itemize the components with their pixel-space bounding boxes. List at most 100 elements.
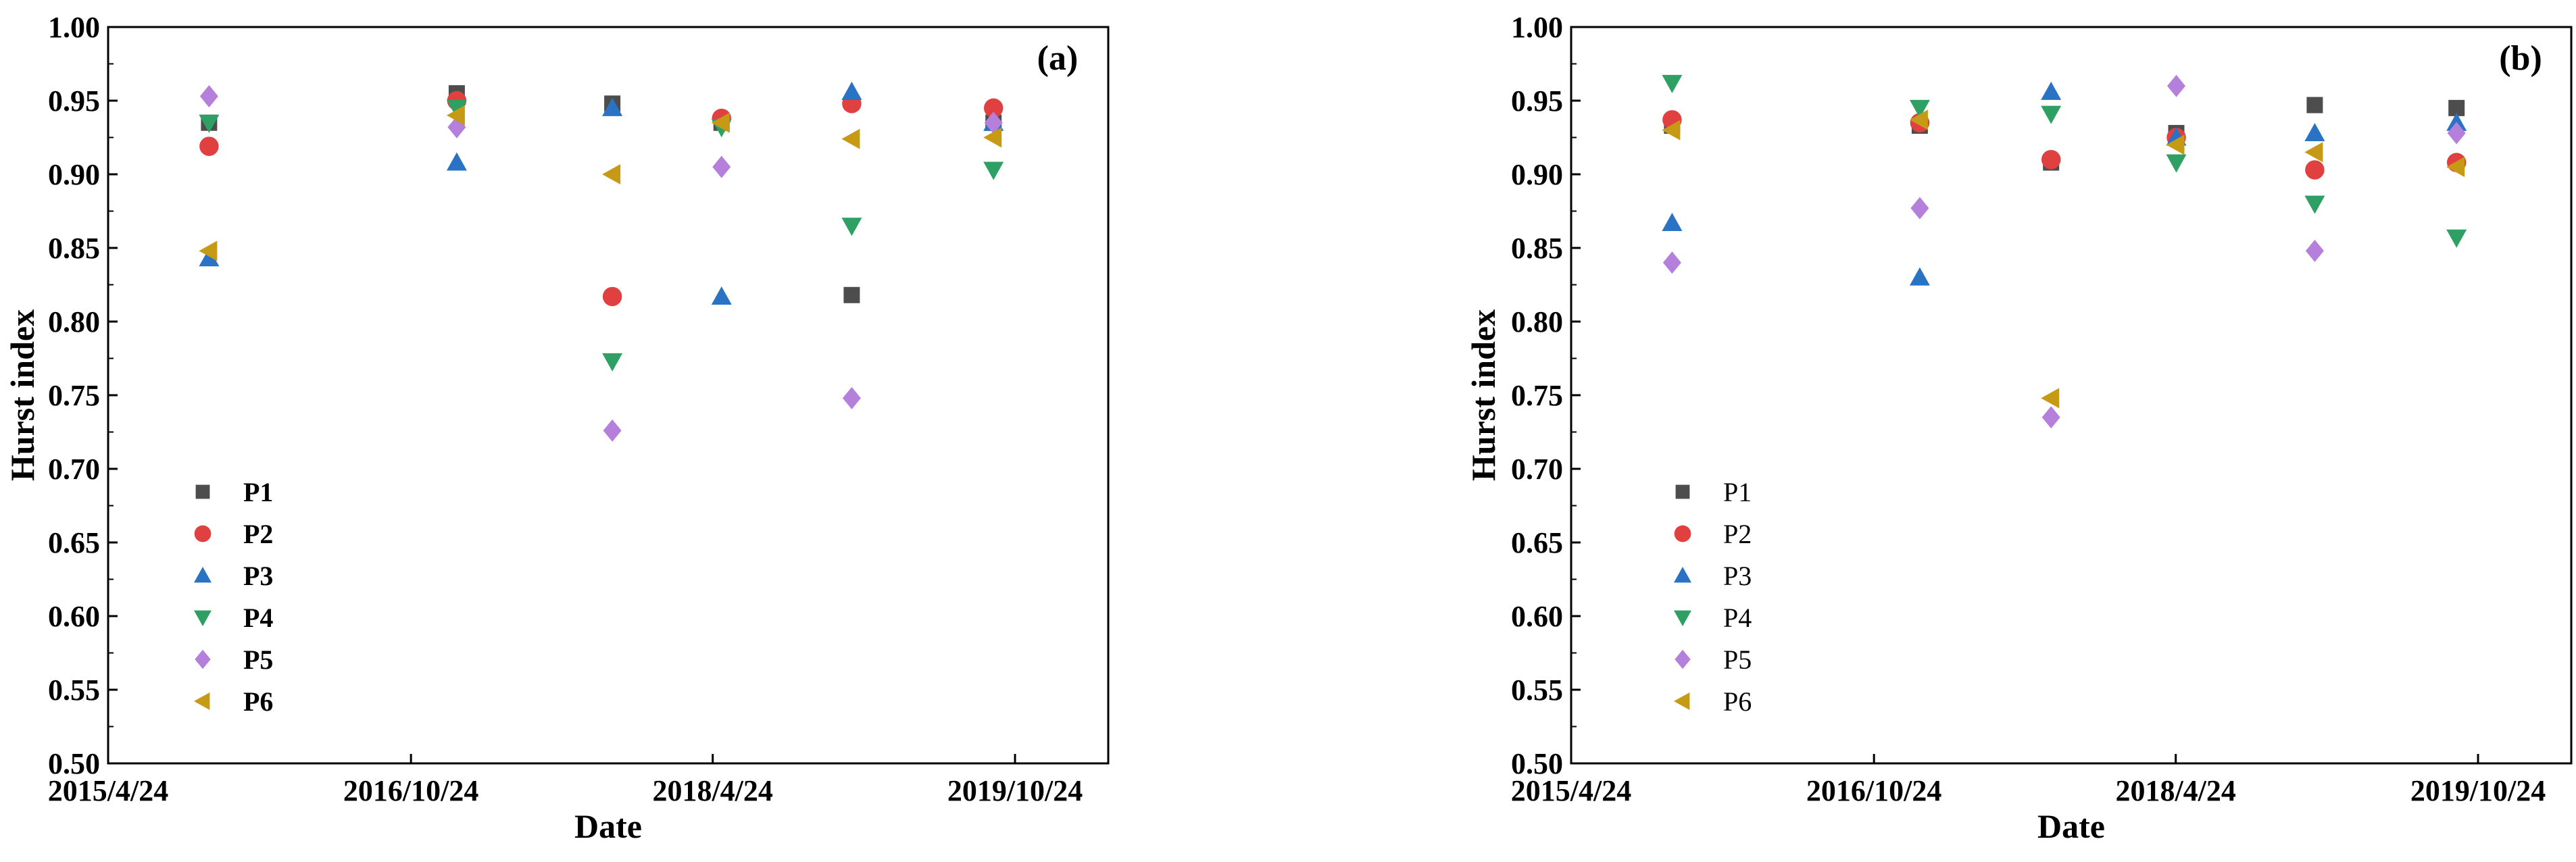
y-tick-label: 0.85 [48, 232, 100, 265]
legend-marker-p5 [1675, 649, 1691, 669]
data-point-p4 [2041, 105, 2062, 124]
x-tick-label: 2016/10/24 [343, 774, 478, 807]
data-point-p4 [2446, 229, 2467, 248]
data-point-p5 [984, 111, 1003, 134]
legend-marker-p2 [1674, 525, 1691, 542]
y-tick-label: 0.65 [48, 526, 100, 559]
legend-marker-p4 [1674, 610, 1691, 626]
y-axis-title: Hurst index [3, 309, 41, 481]
data-point-p5 [2041, 406, 2060, 429]
data-point-p5 [2167, 74, 2186, 97]
y-tick-label: 0.65 [1511, 526, 1563, 559]
x-tick-label: 2015/4/24 [1511, 774, 1631, 807]
data-point-p3 [2304, 122, 2325, 141]
chart-panel-a: 0.50 0.55 0.60 0.65 0.70 0.75 0.80 0.85 0.90 0.95… [3, 11, 1110, 845]
y-tick-label: 0.90 [1511, 158, 1563, 191]
data-point-p3 [602, 97, 623, 116]
series-p2 [1662, 110, 2467, 180]
legend-marker-p4 [194, 610, 212, 626]
legend-marker-p6 [1674, 692, 1690, 710]
data-point-p6 [2304, 142, 2323, 163]
data-point-p3 [446, 152, 467, 171]
data-point-p6 [1662, 120, 1681, 141]
y-axis-title: Hurst index [1464, 309, 1502, 481]
plot-frame [1570, 26, 2573, 765]
data-point-p6 [602, 164, 621, 184]
y-tick-label: 0.90 [48, 158, 100, 191]
data-point-p4 [2304, 195, 2325, 214]
y-tick-label: 0.95 [1511, 84, 1563, 118]
y-tick-label: 0.55 [48, 674, 100, 707]
x-tick-label: 2016/10/24 [1806, 774, 1941, 807]
legend-label-p1: P1 [1723, 477, 1752, 507]
data-point-p6 [446, 105, 465, 126]
series-p6 [199, 105, 1002, 261]
y-tick-label: 0.55 [1511, 674, 1563, 707]
series-p3 [1662, 81, 2467, 286]
series-p3 [199, 81, 1004, 305]
data-point-p2 [2305, 160, 2325, 180]
y-tick-label: 1.00 [1511, 11, 1563, 44]
x-tick-label: 2019/10/24 [2410, 774, 2546, 807]
y-tick-label: 0.80 [48, 305, 100, 338]
data-point-p4 [602, 353, 623, 372]
series-p5 [1662, 74, 2466, 429]
data-point-p5 [1662, 251, 1681, 274]
data-point-p5 [2447, 122, 2466, 145]
data-point-p6 [841, 128, 860, 149]
legend-marker-p1 [1675, 484, 1690, 499]
data-point-p5 [712, 155, 731, 178]
data-point-p3 [2446, 112, 2467, 131]
data-point-p6 [1909, 109, 1928, 130]
y-tick-label: 0.95 [48, 84, 100, 118]
data-point-p4 [983, 161, 1004, 180]
data-point-p6 [2446, 157, 2465, 178]
y-tick-label: 1.00 [48, 11, 100, 44]
data-point-p5 [199, 84, 218, 107]
data-point-p1 [843, 286, 860, 303]
data-point-p2 [2041, 149, 2061, 170]
y-tick-label: 0.75 [1511, 379, 1563, 412]
data-point-p5 [2305, 239, 2324, 262]
data-point-p3 [1662, 212, 1683, 231]
series-p2 [199, 91, 1004, 307]
x-axis-title: Date [2037, 807, 2105, 845]
data-point-p6 [711, 112, 730, 133]
data-point-p1 [2306, 97, 2323, 113]
legend-label-p4: P4 [1723, 603, 1752, 633]
y-tick-label: 0.85 [1511, 232, 1563, 265]
series-p1 [201, 85, 1002, 303]
y-tick-label: 0.50 [48, 747, 100, 780]
x-axis-title: Date [574, 807, 642, 845]
data-point-p4 [1662, 74, 1683, 93]
y-tick-label: 0.60 [1511, 600, 1563, 633]
y-tick-label: 0.50 [1511, 747, 1563, 780]
legend-label-p3: P3 [243, 561, 273, 591]
data-point-p3 [841, 81, 862, 100]
y-tick-label: 0.80 [1511, 305, 1563, 338]
legend-marker-p3 [194, 567, 212, 583]
data-point-p3 [1909, 267, 1930, 286]
data-point-p5 [603, 419, 622, 442]
panel-label: (a) [1037, 39, 1079, 78]
data-point-p4 [1909, 99, 1930, 118]
series-p4 [199, 99, 1004, 372]
data-point-p3 [711, 286, 732, 305]
data-point-p6 [983, 127, 1002, 148]
legend-label-p6: P6 [243, 686, 273, 717]
legend-marker-p1 [195, 484, 210, 499]
data-point-p3 [199, 248, 220, 267]
legend-label-p6: P6 [1723, 686, 1752, 717]
data-point-p4 [446, 99, 467, 118]
legend-label-p2: P2 [243, 519, 273, 549]
data-point-p4 [199, 114, 220, 133]
legend-marker-p5 [195, 649, 211, 669]
data-point-p2 [983, 98, 1004, 118]
y-tick-label: 0.70 [1511, 453, 1563, 486]
x-tick-label: 2015/4/24 [48, 774, 168, 807]
y-tick-label: 0.60 [48, 600, 100, 633]
y-tick-label: 0.75 [48, 379, 100, 412]
series-p1 [1664, 97, 2465, 171]
x-tick-label: 2018/4/24 [652, 774, 772, 807]
